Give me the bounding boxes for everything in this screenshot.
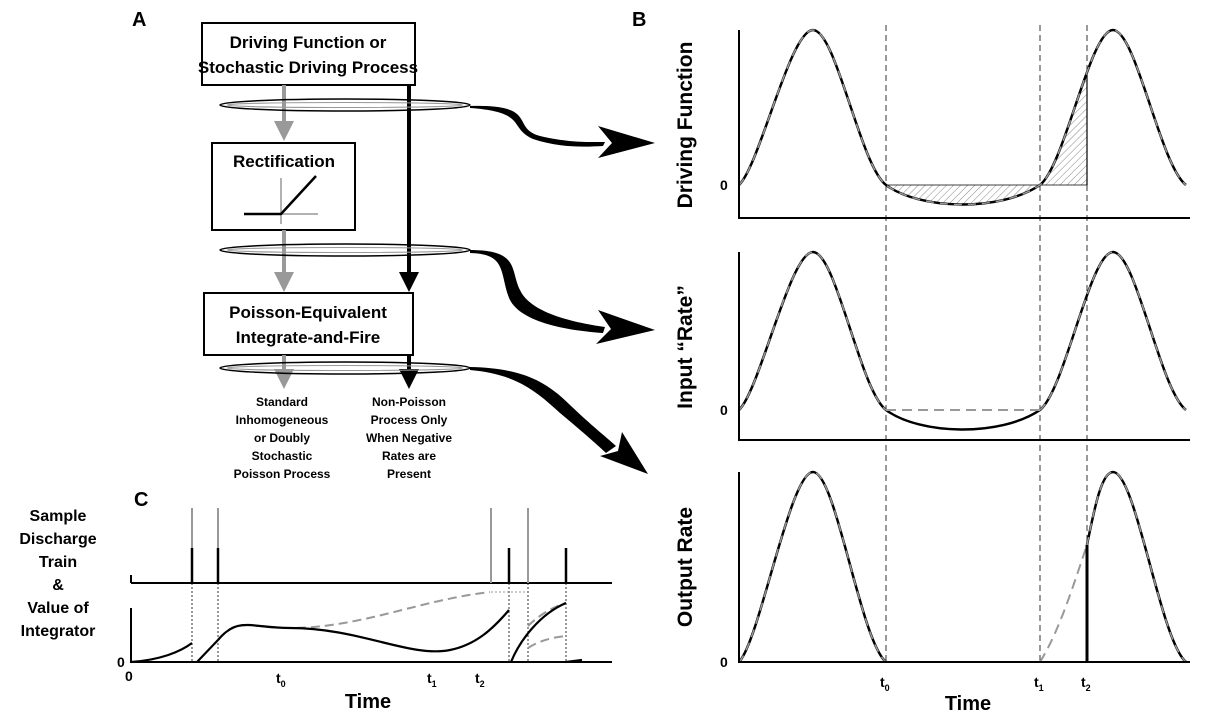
input-rate-zero-tick: 0 (720, 402, 728, 418)
input-rate-plot: 0 Input “Rate” (674, 250, 1190, 441)
driving-function-box (201, 22, 416, 86)
svg-text:Poisson Process: Poisson Process (234, 467, 331, 481)
panel-b-time-ticks: t0 t1 t2 (880, 674, 1091, 693)
svg-text:Sample: Sample (30, 508, 87, 525)
driving-function-zero-tick: 0 (720, 177, 728, 193)
panel-c-time-ticks: t0 t1 t2 (276, 670, 485, 689)
output-rate-plot: 0 Output Rate (674, 470, 1190, 670)
svg-text:t0: t0 (276, 670, 286, 689)
driving-function-curve (738, 28, 1187, 206)
svg-text:t2: t2 (1081, 674, 1091, 693)
driving-function-axes (738, 30, 1190, 219)
integrator-ramp-3 (509, 601, 567, 663)
rectification-box-label: Rectification (233, 152, 335, 171)
output-rate-peak-1 (738, 470, 887, 663)
swoop-arrow-2 (470, 250, 605, 333)
output-rate-ylabel: Output Rate (674, 507, 697, 627)
output-rate-rise-dashed (1039, 544, 1088, 663)
integrator-ramp-1 (130, 642, 193, 664)
standard-poisson-note: Standard Inhomogeneous or Doubly Stochas… (234, 395, 331, 481)
recovered-area-hatch (1040, 75, 1087, 185)
negative-area-hatch (886, 185, 1040, 205)
svg-text:Discharge: Discharge (19, 531, 96, 548)
integrator-zero-y: 0 (117, 654, 125, 670)
driving-function-ylabel: Driving Function (674, 42, 697, 209)
svg-text:&: & (52, 577, 64, 594)
tap-ellipse-3 (219, 361, 471, 375)
if-box-line1: Poisson-Equivalent (229, 303, 387, 322)
panel-b-xlabel: Time (945, 693, 991, 715)
rectification-icon (244, 175, 318, 224)
panel-c-xlabel: Time (345, 691, 391, 713)
svg-text:When Negative: When Negative (366, 431, 452, 445)
if-box-line2: Integrate-and-Fire (236, 328, 381, 347)
svg-text:Integrator: Integrator (21, 623, 96, 640)
driving-function-box-line2: Stochastic Driving Process (198, 58, 418, 77)
panel-a-label: A (132, 9, 146, 31)
panel-a: A Driving Function or Stochastic Driving… (132, 9, 655, 481)
svg-text:Rates are: Rates are (382, 449, 436, 463)
integrator-plot: 0 0 (117, 591, 612, 684)
integrator-zero-x: 0 (125, 668, 133, 684)
panel-c-label: C (134, 489, 148, 511)
spike-train (130, 508, 612, 584)
integrator-axes (130, 608, 612, 663)
input-rate-axes (738, 252, 1190, 441)
output-rate-axes (738, 472, 1190, 663)
svg-text:Train: Train (39, 554, 77, 571)
integrator-main-curve (217, 609, 510, 653)
svg-text:or Doubly: or Doubly (254, 431, 310, 445)
integrator-ramp-2 (196, 639, 219, 663)
non-poisson-note: Non-Poisson Process Only When Negative R… (366, 395, 452, 481)
panel-c-side-label: Sample Discharge Train & Value of Integr… (19, 508, 96, 640)
svg-text:Standard: Standard (256, 395, 308, 409)
panel-c: C Sample Discharge Train & Value of Inte… (19, 489, 612, 713)
rectification-box (211, 142, 356, 231)
integrate-and-fire-box (203, 292, 414, 356)
svg-text:Process Only: Process Only (371, 413, 448, 427)
tap-ellipse-2 (219, 243, 471, 257)
input-rate-curve (738, 250, 1187, 431)
svg-text:Value of: Value of (27, 600, 89, 617)
driving-function-box-line1: Driving Function or (230, 33, 387, 52)
panel-b: B 0 Driving Function 0 Input “Rate” (632, 9, 1190, 715)
spike-alignment-lines (191, 583, 567, 662)
svg-text:t2: t2 (475, 670, 485, 689)
svg-text:Non-Poisson: Non-Poisson (372, 395, 446, 409)
integrator-dashed-main (217, 591, 491, 641)
input-rate-ylabel: Input “Rate” (674, 285, 697, 409)
tap-ellipse-1 (219, 98, 471, 112)
svg-text:t0: t0 (880, 674, 890, 693)
svg-text:Inhomogeneous: Inhomogeneous (236, 413, 329, 427)
driving-function-plot: 0 Driving Function (674, 28, 1190, 219)
svg-text:Present: Present (387, 467, 431, 481)
svg-text:Stochastic: Stochastic (252, 449, 313, 463)
swoop-arrow-3 (470, 367, 616, 453)
panel-b-label: B (632, 9, 646, 31)
swoop-arrow-1 (470, 105, 605, 147)
svg-text:t1: t1 (427, 670, 437, 689)
svg-text:t1: t1 (1034, 674, 1044, 693)
output-rate-zero-tick: 0 (720, 654, 728, 670)
